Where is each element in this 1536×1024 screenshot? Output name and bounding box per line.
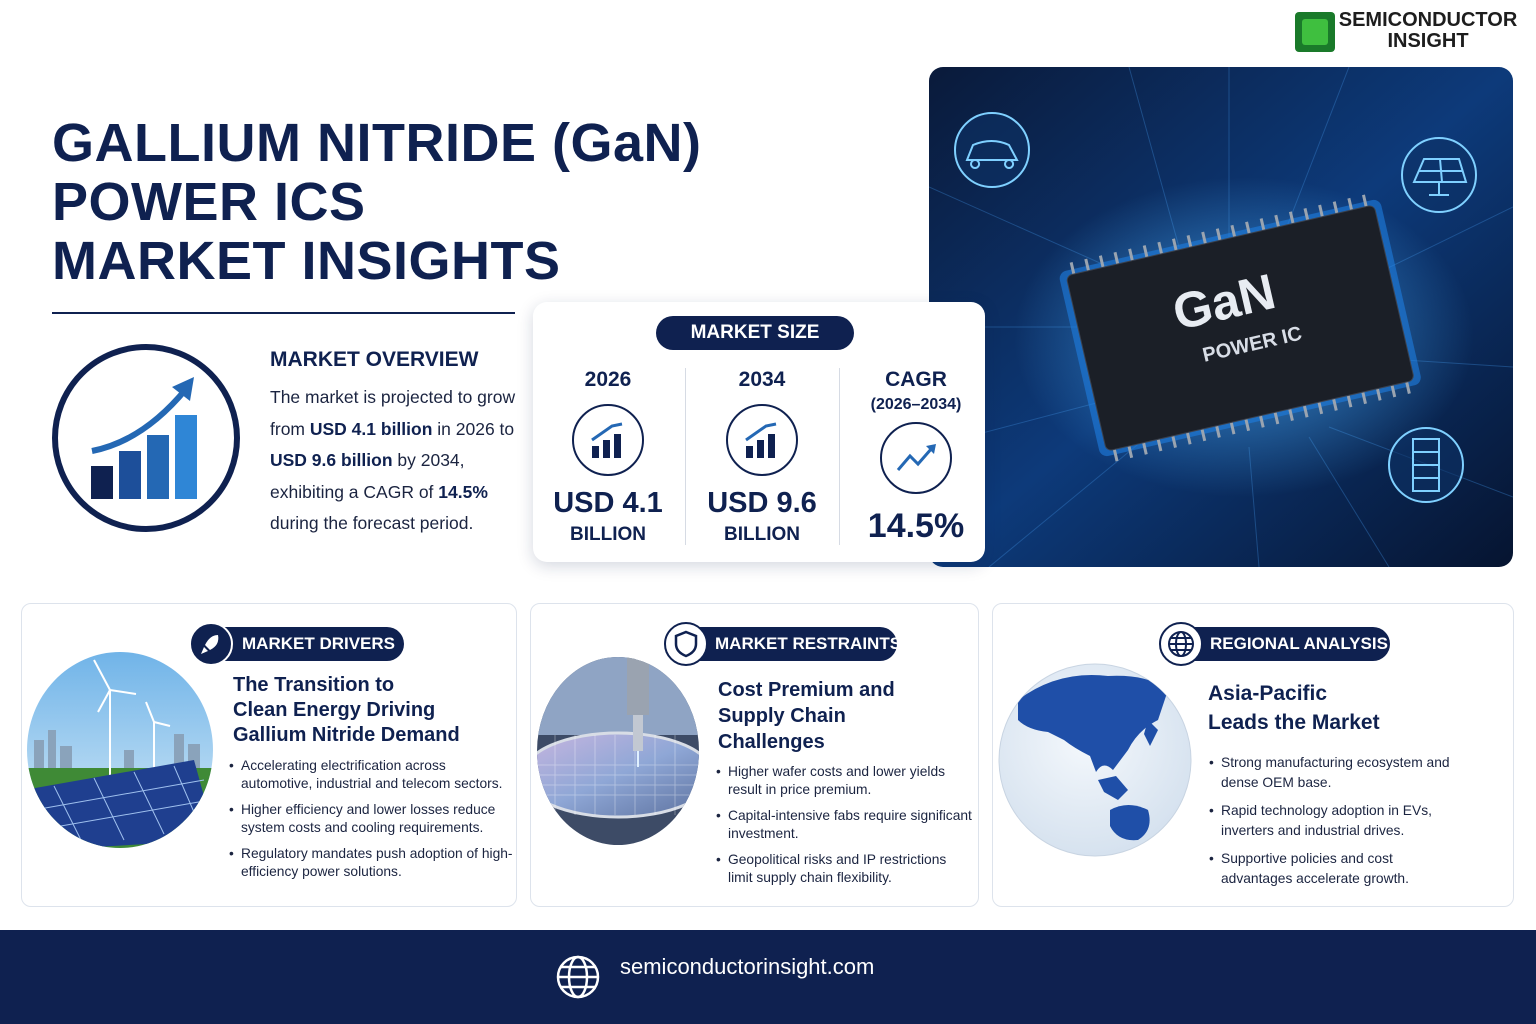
overview-heading: MARKET OVERVIEW	[270, 348, 479, 371]
bullet: Geopolitical risks and IP restrictions l…	[716, 851, 972, 887]
bullet: Regulatory mandates push adoption of hig…	[229, 845, 515, 881]
overview-icon	[52, 344, 240, 532]
heading-line: Gallium Nitride Demand	[233, 724, 460, 746]
text: The market is projected to grow from	[270, 387, 516, 439]
year-label: 2026	[584, 368, 632, 391]
shield-icon	[664, 622, 708, 666]
highlight: 14.5%	[438, 481, 488, 502]
web-icon	[556, 955, 600, 999]
size-column: CAGR (2026–2034) 14.5%	[841, 368, 991, 546]
highlight: USD 9.6 billion	[270, 450, 393, 470]
bullet-list: Strong manufacturing ecosystem and dense…	[1209, 753, 1467, 897]
title-line: POWER ICS	[52, 172, 366, 232]
heading-line: Clean Energy Driving	[233, 699, 436, 721]
heading-line: The Transition to	[233, 674, 395, 696]
growth-icon	[572, 404, 644, 476]
badge: MARKET SIZE	[656, 316, 854, 350]
cagr-label: CAGR	[885, 368, 947, 391]
clean-energy-image	[27, 652, 213, 848]
text: by 2034, exhibiting a CAGR of	[270, 450, 465, 502]
market-size-card: MARKET SIZE 2026 USD 4.1 BILLION 2034 US…	[533, 302, 985, 562]
trend-icon	[880, 422, 952, 494]
bullet: Higher wafer costs and lower yields resu…	[716, 763, 972, 799]
card-heading: Asia-Pacific Leads the Market	[1208, 679, 1380, 737]
text: during the forecast period.	[270, 513, 474, 533]
logo-line: INSIGHT	[1387, 30, 1469, 52]
bullet: Higher efficiency and lower losses reduc…	[229, 801, 515, 837]
highlight: USD 4.1 billion	[309, 418, 433, 439]
overview-text: The market is projected to grow from USD…	[270, 382, 520, 540]
bullet: Capital-intensive fabs require significa…	[716, 807, 972, 843]
size-column: 2034 USD 9.6 BILLION	[687, 368, 837, 546]
bullet: Rapid technology adoption in EVs, invert…	[1209, 801, 1467, 841]
size-unit: BILLION	[570, 524, 646, 545]
hero-image: GaN POWER IC	[929, 67, 1513, 567]
bullet: Supportive policies and cost advantages …	[1209, 849, 1467, 889]
globe-icon	[1159, 622, 1203, 666]
size-unit: BILLION	[724, 524, 800, 545]
text: in 2026 to	[432, 418, 515, 439]
size-value: USD 9.6	[707, 487, 817, 519]
heading-line: Cost Premium and	[718, 679, 895, 701]
logo-line: SEMICONDUCTOR	[1338, 9, 1518, 31]
divider	[52, 312, 515, 314]
heading-line: Challenges	[718, 731, 825, 753]
globe-image	[998, 663, 1192, 857]
logo: SEMICONDUCTOR INSIGHT	[1338, 10, 1518, 52]
title-line: MARKET INSIGHTS	[52, 231, 561, 291]
bullet-list: Higher wafer costs and lower yields resu…	[716, 763, 972, 895]
year-label: 2034	[738, 368, 786, 391]
cagr-value: 14.5%	[867, 507, 965, 545]
divider	[685, 368, 686, 545]
bullet-list: Accelerating electrification across auto…	[229, 757, 515, 889]
growth-icon	[726, 404, 798, 476]
divider	[839, 368, 840, 545]
card-heading: The Transition to Clean Energy Driving G…	[233, 673, 460, 748]
website-url: semiconductorinsight.com	[620, 954, 875, 979]
cagr-period: (2026–2034)	[870, 396, 962, 413]
heading-line: Leads the Market	[1208, 711, 1380, 734]
size-column: 2026 USD 4.1 BILLION	[533, 368, 683, 546]
heading-line: Asia-Pacific	[1208, 682, 1328, 705]
card-heading: Cost Premium and Supply Chain Challenges	[718, 677, 895, 755]
bullet: Strong manufacturing ecosystem and dense…	[1209, 753, 1467, 793]
logo-icon	[1295, 12, 1335, 52]
rocket-icon	[189, 622, 233, 666]
title-line: GALLIUM NITRIDE (GaN)	[52, 113, 702, 173]
bullet: Accelerating electrification across auto…	[229, 757, 515, 793]
footer: semiconductorinsight.com	[0, 930, 1536, 1024]
heading-line: Supply Chain	[718, 705, 846, 727]
title: GALLIUM NITRIDE (GaN) POWER ICS MARKET I…	[52, 114, 701, 291]
size-value: USD 4.1	[553, 487, 663, 519]
wafer-image	[537, 657, 699, 845]
